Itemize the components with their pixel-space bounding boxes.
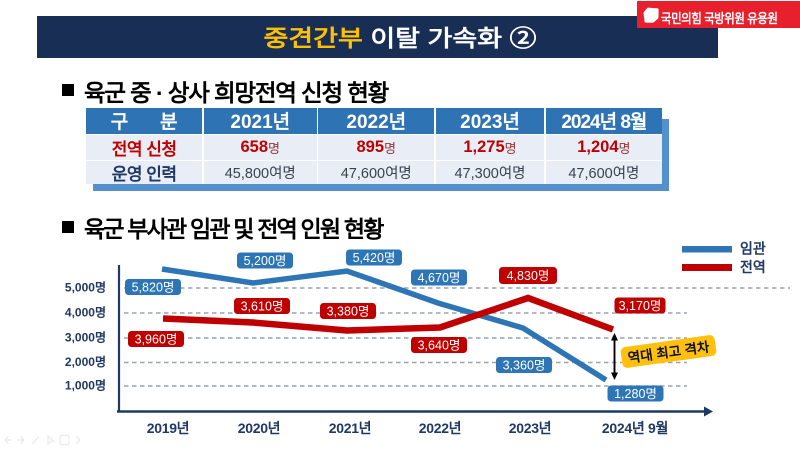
svg-text:5,820명: 5,820명: [132, 281, 175, 295]
svg-text:3,380명: 3,380명: [327, 305, 370, 319]
svg-text:임관: 임관: [740, 241, 766, 257]
svg-text:3,960명: 3,960명: [135, 333, 178, 347]
svg-text:4,670명: 4,670명: [418, 271, 461, 285]
svg-text:2019년: 2019년: [147, 420, 190, 436]
svg-text:2,000명: 2,000명: [65, 355, 106, 369]
svg-text:2023년: 2023년: [509, 420, 552, 436]
svg-text:3,170명: 3,170명: [619, 299, 662, 313]
svg-text:3,000명: 3,000명: [65, 331, 106, 345]
svg-text:2024년 9월: 2024년 9월: [602, 420, 668, 436]
svg-text:1,280명: 1,280명: [614, 387, 657, 401]
svg-text:3,640명: 3,640명: [418, 339, 461, 353]
svg-text:5,000명: 5,000명: [65, 281, 106, 295]
svg-text:전역: 전역: [740, 259, 766, 275]
svg-text:5,420명: 5,420명: [353, 251, 396, 265]
svg-text:3,610명: 3,610명: [241, 300, 284, 314]
svg-text:5,200명: 5,200명: [244, 254, 287, 268]
svg-text:2020년: 2020년: [238, 420, 281, 436]
svg-text:4,830명: 4,830명: [507, 269, 550, 283]
svg-text:3,360명: 3,360명: [503, 359, 546, 373]
svg-text:2021년: 2021년: [329, 420, 372, 436]
svg-text:4,000명: 4,000명: [65, 306, 106, 320]
svg-text:1,000명: 1,000명: [65, 379, 106, 393]
svg-text:2022년: 2022년: [419, 420, 462, 436]
